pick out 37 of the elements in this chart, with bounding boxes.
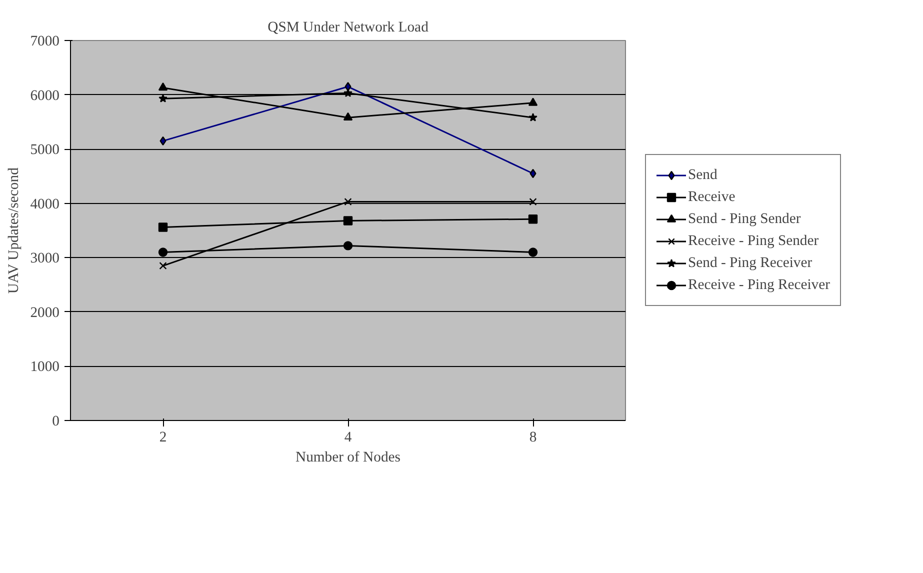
y-tick-label: 5000	[30, 142, 60, 158]
point	[160, 136, 166, 146]
y-tick-label: 6000	[30, 88, 60, 104]
point	[158, 82, 168, 91]
y-tick-label: 0	[52, 414, 60, 430]
point	[344, 82, 352, 92]
x-axis-title: Number of Nodes	[295, 450, 401, 466]
point	[344, 88, 352, 97]
legend-label: Receive - Ping Receiver	[688, 276, 830, 294]
y-tick-label: 1000	[30, 359, 60, 376]
point	[528, 248, 538, 257]
x-tick-label: 2	[159, 430, 167, 446]
x-tick-label: 4	[344, 430, 352, 446]
point	[158, 248, 168, 257]
y-tick-label: 7000	[30, 34, 60, 50]
point	[530, 168, 536, 178]
point	[344, 198, 352, 206]
point	[528, 214, 538, 224]
legend-label: Send - Ping Sender	[688, 210, 801, 228]
point	[158, 222, 168, 232]
legend-label: Receive - Ping Sender	[688, 232, 819, 250]
point	[343, 216, 353, 226]
y-axis-title: UAV Updates/second	[6, 166, 22, 294]
y-tick-label: 3000	[30, 250, 60, 267]
point	[159, 262, 167, 270]
y-tick-label: 2000	[30, 304, 60, 321]
point	[528, 98, 538, 106]
legend-label: Send - Ping Receiver	[688, 254, 812, 272]
x-tick-label: 8	[529, 430, 537, 446]
point	[529, 198, 537, 206]
point	[343, 241, 353, 250]
y-tick-label: 4000	[30, 196, 60, 212]
point	[528, 112, 538, 122]
point	[343, 112, 353, 120]
legend-label: Send	[688, 166, 718, 184]
chart-title: QSM Under Network Load	[268, 20, 430, 36]
legend-label: Receive	[688, 188, 736, 206]
